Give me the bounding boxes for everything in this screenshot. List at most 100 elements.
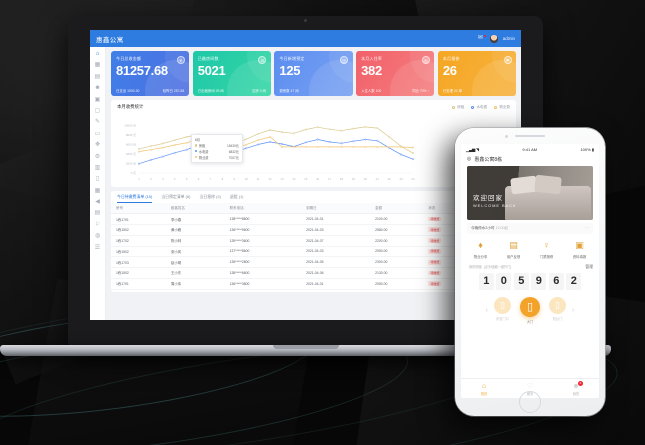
table-cell: 2050.00 <box>370 246 424 258</box>
sidebar-item-device[interactable]: ▯ <box>95 176 100 183</box>
notice-text: 今晚停水2小时 <box>471 225 495 230</box>
stat-foot-right: 空房 3 间 <box>251 88 266 93</box>
lock-carousel-label: 卧室门口 <box>496 317 509 321</box>
table-cell: 1栋1701 <box>111 278 166 290</box>
sidebar-item-box[interactable]: ▭ <box>94 130 101 137</box>
table-column-header: 到期日 <box>301 203 371 215</box>
stat-badge-icon: ⚑ <box>503 55 512 64</box>
table-cell: 张小风 <box>165 246 225 258</box>
sidebar-rail[interactable]: ⌂ ▦ ▤ ☻ ▣ ▢ ✎ ▭ ✥ ⚙ ▥ ▯ ▦ ◀ ▤ ⚐ ◍ ☰ <box>90 47 106 320</box>
sidebar-item-card[interactable]: ▢ <box>94 107 101 114</box>
chart-legend[interactable]: 房租 水电费 物业费 <box>452 105 510 110</box>
code-digit: 2 <box>566 272 582 290</box>
location-pin-icon[interactable]: ◎ <box>467 156 472 162</box>
hero-banner[interactable]: 欢迎回家 WELCOME BACK <box>467 165 593 220</box>
table-tab[interactable]: 退租 (1) <box>229 194 244 199</box>
app-topbar: 惠鑫公寓 ✉ admin <box>90 30 521 47</box>
phone-tab-首页[interactable]: ⌂ 首页 <box>461 382 507 397</box>
quick-action-item[interactable]: ♦ 物业分享 <box>464 239 497 259</box>
sidebar-item-lock[interactable]: ▥ <box>94 164 101 171</box>
status-badge: 待缴费 <box>423 256 479 269</box>
lock-carousel-item[interactable]: ▯ 阳台门 <box>549 296 566 325</box>
stat-card[interactable]: ◷ 今日新增预定 125 退房数 47 间 <box>274 51 353 96</box>
notification-bell-icon[interactable]: ✉ <box>478 34 487 42</box>
tooltip-label: 房租 <box>198 144 206 148</box>
stat-card[interactable]: ◎ 本月入住率 382 入住人数 100 同比 70% ↑ <box>356 51 435 96</box>
lock-manage-button[interactable]: 管理 <box>585 264 593 269</box>
stat-card[interactable]: ⊙ 已缴房间数 5021 已出租房间 25 间 空房 3 间 <box>192 51 271 96</box>
svg-text:3: 3 <box>162 177 164 181</box>
home-button[interactable] <box>519 391 541 413</box>
legend-item[interactable]: 房租 <box>452 105 464 110</box>
avatar[interactable] <box>489 34 498 43</box>
stat-value: 81257.68 <box>116 62 168 78</box>
legend-item[interactable]: 水电费 <box>471 105 487 110</box>
stat-foot-right: 较昨日 257.68 <box>162 88 185 93</box>
sidebar-item-building[interactable]: ▤ <box>94 73 101 80</box>
stat-card[interactable]: ¥ 今日总收金额 81257.68 日支出 1000.30 较昨日 257.68 <box>111 51 190 96</box>
lock-carousel-item[interactable]: ▯ 大门 <box>520 296 540 324</box>
table-cell: 李小春 <box>165 213 225 225</box>
laptop-screen: 惠鑫公寓 ✉ admin ⌂ ▦ ▤ ☻ ▣ ▢ ✎ ▭ ✥ ⚙ ▥ ▯ ▦ ◀ ▤ ⚐ ◍ ☰ ¥ 今日总收金额… <box>90 30 521 320</box>
svg-text:15: 15 <box>304 177 308 181</box>
svg-text:2000 元: 2000 元 <box>126 162 136 166</box>
table-cell: 1栋1502 <box>111 267 166 279</box>
sidebar-item-tools[interactable]: ✥ <box>94 142 101 149</box>
chevron-left-icon[interactable]: ‹ <box>485 306 488 314</box>
tooltip-row: 房租 15430元 <box>195 143 239 148</box>
stat-badge-icon: ¥ <box>176 55 185 64</box>
table-row[interactable]: 1栋1502 王小东 138*****6600 2021-04-06 2130.00 待缴… <box>111 267 516 279</box>
sidebar-item-list[interactable]: ☰ <box>94 244 101 251</box>
table-cell: 135*****2800 <box>224 256 302 269</box>
person-icon: ☻ <box>572 382 580 390</box>
sidebar-item-home[interactable]: ⌂ <box>95 51 100 57</box>
svg-text:2: 2 <box>150 177 152 181</box>
sidebar-item-speaker[interactable]: ◀ <box>95 199 100 206</box>
status-badge: 待缴费 <box>423 213 479 225</box>
sidebar-item-gear[interactable]: ⚙ <box>94 153 101 160</box>
sidebar-item-globe[interactable]: ◍ <box>94 233 101 240</box>
notice-bar[interactable]: 今晚停水2小时 12:00起 ··· <box>467 222 593 234</box>
legend-item[interactable]: 物业费 <box>494 105 510 110</box>
table-cell: 黄小峰 <box>165 224 225 236</box>
quick-action-item[interactable]: ▤ 用户反馈 <box>497 239 530 259</box>
table-column-header: 状态 <box>423 203 479 215</box>
data-table: 房号租客姓名联系电话到期日金额状态操作 1栋1701李小春138*****880… <box>111 203 516 290</box>
quick-action-item[interactable]: ♀ 门禁报修 <box>530 239 563 259</box>
sidebar-item-chart[interactable]: ▦ <box>94 62 101 69</box>
sidebar-item-report[interactable]: ▤ <box>94 210 101 217</box>
table-tab[interactable]: 今日待缴费清单 (15) <box>117 194 153 203</box>
code-digit: 6 <box>548 272 564 290</box>
lock-carousel-label: 大门 <box>526 320 534 324</box>
shield-icon: ♦ <box>478 239 483 250</box>
sidebar-item-calc[interactable]: ▦ <box>94 187 101 194</box>
stat-foot-left: 入住人数 100 <box>361 88 382 93</box>
table-tab[interactable]: 当日报修 (3) <box>199 194 221 199</box>
lock-carousel: ‹ ▯ 卧室门口 ▯ 大门 ▯ 阳台门 › <box>461 296 599 325</box>
status-badge: 待缴费 <box>423 278 479 290</box>
status-badge: 待缴费 <box>423 235 479 247</box>
quick-action-item[interactable]: ▣ 资料填报 <box>563 239 596 259</box>
sidebar-item-flag[interactable]: ⚐ <box>94 221 101 228</box>
table-cell: 1栋1701 <box>111 213 166 225</box>
table-tabs[interactable]: 今日待缴费清单 (15) 当日预定清单 (8) 当日报修 (3) 退租 (1) <box>111 191 516 203</box>
battery-icon: ▮ <box>591 147 594 152</box>
lock-carousel-item[interactable]: ▯ 卧室门口 <box>494 296 511 325</box>
table-header-row: 房号租客姓名联系电话到期日金额状态操作 <box>111 203 516 215</box>
table-cell: 赵小明 <box>165 256 225 269</box>
sidebar-item-doc[interactable]: ▣ <box>94 96 101 103</box>
table-row[interactable]: 1栋1702 陈小林 139*****3600 2021-04-07 2200.00 待缴… <box>111 235 516 247</box>
chevron-right-icon[interactable]: › <box>572 306 575 314</box>
code-digit: 9 <box>531 272 547 290</box>
table-tab[interactable]: 当日预定清单 (8) <box>161 194 191 199</box>
sidebar-item-key[interactable]: ✎ <box>94 119 101 126</box>
phone-tab-我的[interactable]: 6 ☻ 我的 <box>553 380 599 396</box>
table-cell: 1栋1703 <box>111 256 166 269</box>
sidebar-item-user[interactable]: ☻ <box>94 85 101 92</box>
tooltip-label: 物业费 <box>198 155 209 160</box>
svg-text:5: 5 <box>186 177 188 181</box>
stat-card[interactable]: ⚑ 本月报修 26 已处理 20 单 <box>437 51 517 96</box>
notice-more-icon[interactable]: ··· <box>585 226 589 230</box>
